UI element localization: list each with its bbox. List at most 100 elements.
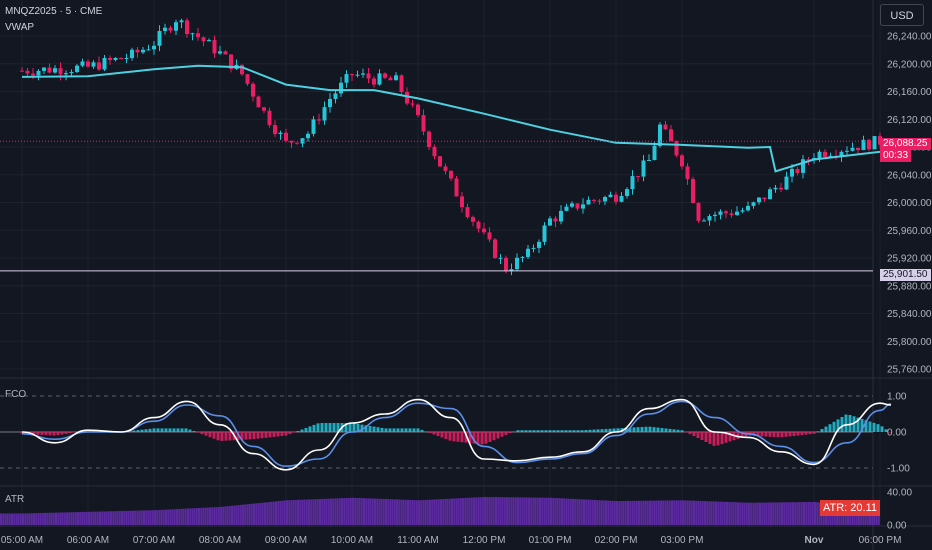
atr-bar [466, 497, 469, 525]
atr-bar [19, 513, 22, 525]
atr-bar [316, 499, 319, 525]
atr-bar [807, 501, 810, 525]
atr-bar [233, 505, 236, 525]
candle-body [817, 151, 822, 159]
atr-bar [83, 511, 86, 525]
fco-histogram-bar [168, 428, 172, 432]
atr-bar [488, 497, 491, 525]
fco-histogram-bar [704, 432, 708, 442]
candle-body [174, 22, 178, 31]
fco-histogram-bar [504, 432, 508, 435]
atr-bar [259, 502, 262, 525]
atr-bar [622, 500, 625, 525]
candle-body [784, 176, 789, 190]
atr-bar [165, 509, 167, 525]
atr-bar [629, 500, 632, 525]
atr-bar [228, 505, 231, 525]
fco-histogram-bar [52, 432, 56, 436]
candle-body [762, 197, 767, 200]
candle-body [729, 213, 734, 216]
atr-bar [4, 513, 7, 525]
atr-bar [103, 511, 106, 525]
fco-histogram-bar [260, 432, 264, 439]
atr-bar [347, 497, 350, 525]
time-tick-label: 06:00 AM [67, 535, 109, 546]
fco-tick-label: -1.00 [887, 464, 910, 475]
atr-bar [787, 502, 790, 525]
candle-body [432, 146, 437, 157]
atr-bar [660, 500, 662, 525]
fco-pane-title[interactable]: FCO [5, 389, 27, 400]
candle-body [229, 54, 233, 69]
fco-histogram-bar [140, 429, 144, 432]
time-tick-label: 10:00 AM [331, 535, 373, 546]
time-tick-label: 07:00 AM [133, 535, 175, 546]
atr-bar [121, 510, 123, 525]
candle-body [707, 216, 712, 221]
atr-bar [279, 500, 282, 525]
atr-bar [750, 502, 753, 525]
fco-histogram-bar [164, 428, 168, 432]
atr-bar [462, 498, 464, 525]
atr-bar [365, 498, 368, 525]
atr-bar [530, 497, 533, 525]
atr-bar [270, 501, 273, 525]
fco-histogram-bar [508, 432, 512, 434]
atr-bar [101, 511, 104, 525]
atr-bar [495, 497, 497, 525]
atr-bar [396, 499, 398, 525]
fco-histogram-bar [368, 425, 372, 432]
atr-bar [374, 498, 376, 525]
fco-pane[interactable] [0, 395, 892, 471]
atr-bar [770, 502, 772, 525]
atr-bar [708, 501, 711, 525]
candle-body [223, 51, 228, 55]
candle-body [674, 141, 679, 156]
atr-bar [503, 497, 506, 525]
atr-bar [715, 501, 717, 525]
time-tick-label: 12:00 PM [463, 535, 506, 546]
atr-bar [776, 502, 779, 525]
atr-bar [118, 511, 121, 525]
fco-histogram-bar [600, 429, 604, 432]
price-pane[interactable] [0, 18, 892, 276]
vwap-indicator-label[interactable]: VWAP [5, 22, 35, 33]
symbol-title[interactable]: MNQZ2025 · 5 · CME [5, 6, 103, 17]
candle-body [201, 37, 206, 42]
atr-bar [409, 499, 412, 525]
atr-pane-title[interactable]: ATR [5, 494, 25, 505]
atr-bar [123, 510, 126, 525]
atr-bar [138, 510, 141, 525]
atr-bar [264, 502, 266, 525]
candle-body [476, 221, 481, 229]
atr-bar [481, 497, 484, 525]
atr-bar [464, 497, 467, 525]
atr-bar [572, 498, 574, 525]
candle-body [135, 49, 140, 53]
atr-bar [781, 502, 783, 525]
atr-bar [255, 503, 258, 525]
price-tick-label: 26,200.00 [887, 59, 932, 70]
atr-bar [877, 508, 880, 525]
atr-bar [618, 501, 621, 525]
candle-body [691, 178, 695, 204]
atr-bar [235, 505, 238, 525]
fco-histogram-bar [280, 432, 284, 437]
atr-bar [248, 503, 251, 525]
atr-bar [521, 497, 524, 525]
candle-body [53, 68, 57, 73]
fco-histogram-bar [496, 432, 500, 439]
fco-histogram-bar [176, 428, 180, 432]
atr-bar [301, 499, 304, 525]
atr-bar [352, 497, 354, 525]
fco-histogram-bar [284, 432, 288, 436]
fco-histogram-bar [596, 429, 600, 432]
time-axis[interactable]: 05:00 AM 06:00 AM 07:00 AM 08:00 AM 09:00 AM… [1, 535, 902, 546]
atr-pane[interactable] [0, 496, 880, 525]
candle-body [245, 74, 250, 84]
candle-body [806, 159, 811, 161]
atr-bar [591, 499, 594, 525]
currency-button[interactable]: USD [880, 4, 924, 26]
atr-bar [668, 500, 671, 525]
